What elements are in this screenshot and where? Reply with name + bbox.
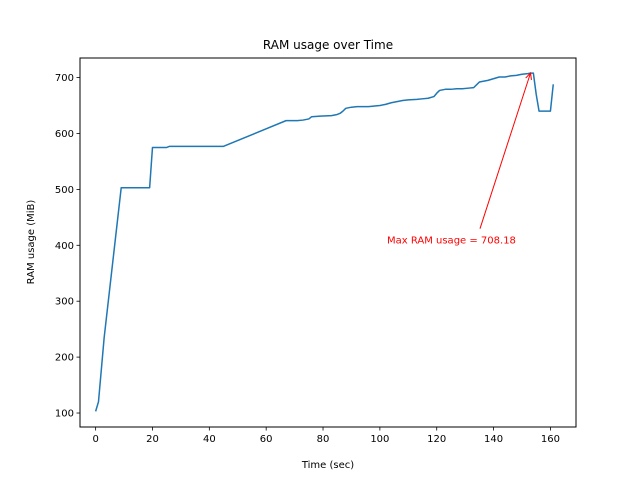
x-tick-label: 160 bbox=[541, 434, 560, 445]
y-tick-label: 100 bbox=[55, 409, 74, 420]
plot-frame bbox=[79, 57, 577, 428]
y-tick-label: 700 bbox=[55, 73, 74, 84]
x-axis-label: Time (sec) bbox=[301, 460, 354, 471]
annotation-arrow-head bbox=[525, 71, 532, 80]
x-tick-label: 20 bbox=[146, 434, 159, 445]
x-tick-label: 0 bbox=[92, 434, 98, 445]
y-tick-label: 600 bbox=[55, 129, 74, 140]
y-tick-label: 500 bbox=[55, 185, 74, 196]
plot-area bbox=[94, 72, 555, 412]
annotation-arrow-line bbox=[479, 72, 531, 229]
y-tick-label: 400 bbox=[55, 241, 74, 252]
x-axis-ticks: 0 20 40 60 80 100 120 140 160 bbox=[92, 427, 560, 445]
annotation-label: Max RAM usage = 708.18 bbox=[387, 236, 516, 247]
chart-title: RAM usage over Time bbox=[263, 38, 393, 52]
y-axis-ticks: 100 200 300 400 500 600 700 bbox=[55, 73, 80, 420]
x-tick-label: 80 bbox=[317, 434, 330, 445]
x-tick-label: 40 bbox=[203, 434, 216, 445]
x-tick-label: 140 bbox=[484, 434, 503, 445]
x-tick-label: 60 bbox=[260, 434, 273, 445]
y-tick-label: 200 bbox=[55, 353, 74, 364]
y-axis-label: RAM usage (MiB) bbox=[26, 200, 37, 285]
x-tick-label: 120 bbox=[427, 434, 446, 445]
max-ram-annotation: Max RAM usage = 708.18 bbox=[387, 71, 532, 247]
series-line-0 bbox=[94, 72, 555, 412]
x-tick-label: 100 bbox=[370, 434, 389, 445]
y-tick-label: 300 bbox=[55, 297, 74, 308]
